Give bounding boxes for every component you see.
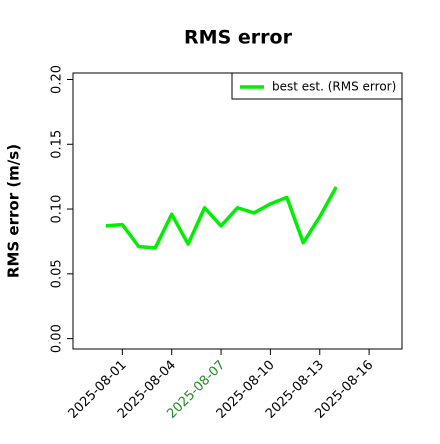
y-axis-label: RMS error (m/s)	[5, 144, 23, 278]
data-line	[105, 186, 338, 250]
y-tick-label: 0.00	[50, 324, 65, 353]
y-tick-label: 0.15	[50, 130, 65, 159]
chart-title: RMS error	[184, 27, 293, 49]
y-tick-label: 0.20	[50, 65, 65, 94]
plot-frame	[72, 72, 403, 350]
legend-label: best est. (RMS error)	[272, 80, 396, 94]
y-tick-label: 0.10	[50, 195, 65, 224]
y-tick-label: 0.05	[50, 259, 65, 288]
